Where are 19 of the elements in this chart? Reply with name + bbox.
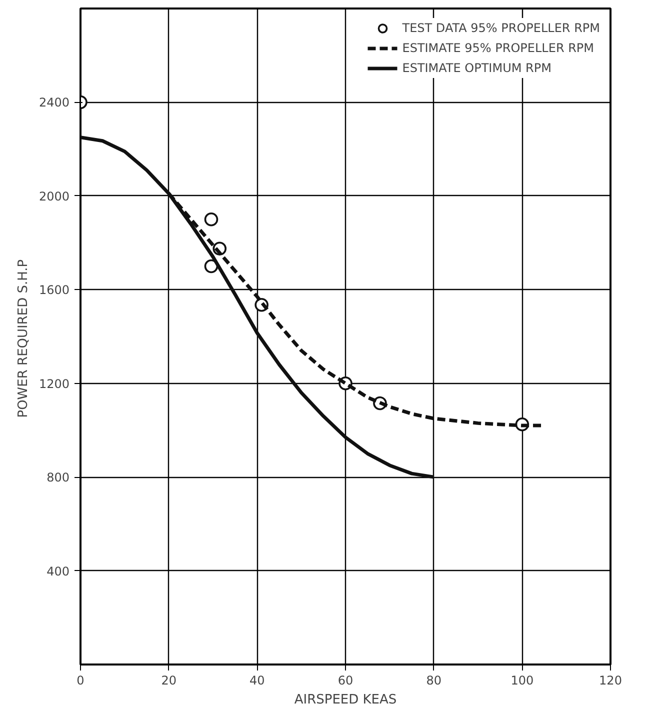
- y-tick-label: 1200: [38, 376, 70, 391]
- legend-label: ESTIMATE OPTIMUM RPM: [402, 60, 552, 77]
- x-tick-label: 100: [510, 674, 534, 688]
- point: [204, 212, 218, 226]
- x-tick-label: 60: [338, 674, 354, 688]
- y-tick-label: 1600: [38, 283, 70, 298]
- legend-label: ESTIMATE 95% PROPELLER RPM: [402, 40, 594, 57]
- y-tick-label: 400: [46, 564, 70, 578]
- y-tick-label: 2000: [38, 189, 70, 204]
- y-axis-title: POWER REQUIRED S.H.P: [16, 259, 31, 418]
- y-tick-label: 2400: [38, 96, 70, 110]
- x-tick-label: 0: [76, 674, 84, 688]
- x-tick-label: 80: [426, 674, 442, 688]
- x-tick-label: 20: [161, 674, 176, 688]
- x-tick-label: 40: [250, 674, 265, 688]
- y-tick-label: 800: [46, 470, 70, 485]
- x-axis-title: AIRSPEED KEAS: [294, 692, 397, 708]
- x-tick-label: 120: [599, 674, 622, 688]
- legend-label: TEST DATA 95% PROPELLER RPM: [402, 20, 600, 37]
